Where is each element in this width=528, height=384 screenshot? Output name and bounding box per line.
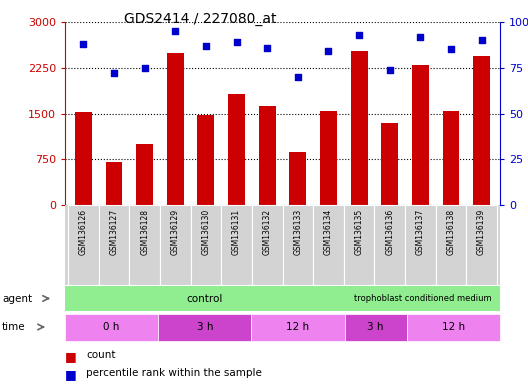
Point — [263, 45, 271, 51]
Point — [447, 46, 455, 53]
Bar — [466, 205, 497, 285]
Text: GDS2414 / 227080_at: GDS2414 / 227080_at — [125, 12, 277, 25]
Text: GSM136134: GSM136134 — [324, 209, 333, 255]
Point — [232, 39, 241, 45]
Point — [385, 66, 394, 73]
Text: 12 h: 12 h — [442, 322, 465, 332]
Text: GSM136135: GSM136135 — [355, 209, 364, 255]
Text: count: count — [86, 350, 116, 360]
Bar — [473, 56, 490, 205]
Text: trophoblast conditioned medium: trophoblast conditioned medium — [354, 294, 491, 303]
Point — [324, 48, 333, 55]
Bar — [68, 205, 99, 285]
Bar — [442, 111, 459, 205]
Text: control: control — [186, 293, 223, 303]
Bar — [167, 53, 184, 205]
Text: GSM136131: GSM136131 — [232, 209, 241, 255]
Bar — [160, 205, 191, 285]
Bar — [99, 205, 129, 285]
Text: GSM136130: GSM136130 — [201, 209, 211, 255]
Text: GSM136137: GSM136137 — [416, 209, 425, 255]
Text: 3 h: 3 h — [367, 322, 384, 332]
Point — [294, 74, 302, 80]
Text: agent: agent — [2, 293, 32, 303]
Point — [202, 43, 210, 49]
Bar — [252, 205, 282, 285]
Bar — [158, 313, 251, 341]
Bar — [221, 205, 252, 285]
Text: percentile rank within the sample: percentile rank within the sample — [86, 368, 262, 379]
Text: GSM136126: GSM136126 — [79, 209, 88, 255]
Text: GSM136138: GSM136138 — [447, 209, 456, 255]
Bar — [251, 313, 345, 341]
Text: GSM136129: GSM136129 — [171, 209, 180, 255]
Bar — [313, 205, 344, 285]
Bar — [129, 205, 160, 285]
Text: ■: ■ — [65, 350, 77, 363]
Bar — [344, 205, 374, 285]
Text: ■: ■ — [65, 368, 77, 381]
Bar — [106, 162, 122, 205]
Point — [416, 33, 425, 40]
Bar — [381, 123, 398, 205]
Point — [140, 65, 149, 71]
Bar — [345, 286, 500, 311]
Bar — [374, 205, 405, 285]
Text: GSM136139: GSM136139 — [477, 209, 486, 255]
Bar — [351, 51, 367, 205]
Point — [477, 37, 486, 43]
Text: GSM136128: GSM136128 — [140, 209, 149, 255]
Point — [355, 32, 363, 38]
Bar — [228, 94, 245, 205]
Bar — [259, 106, 276, 205]
Text: GSM136132: GSM136132 — [263, 209, 272, 255]
Point — [171, 28, 180, 34]
Bar — [407, 313, 500, 341]
Text: 0 h: 0 h — [103, 322, 120, 332]
Bar — [75, 112, 92, 205]
Bar — [65, 313, 158, 341]
Text: 12 h: 12 h — [287, 322, 309, 332]
Text: GSM136127: GSM136127 — [109, 209, 118, 255]
Bar — [136, 144, 153, 205]
Bar — [289, 152, 306, 205]
Bar — [436, 205, 466, 285]
Text: GSM136133: GSM136133 — [294, 209, 303, 255]
Bar — [405, 205, 436, 285]
Text: GSM136136: GSM136136 — [385, 209, 394, 255]
Text: 3 h: 3 h — [196, 322, 213, 332]
Bar — [412, 65, 429, 205]
Bar — [65, 286, 345, 311]
Bar — [282, 205, 313, 285]
Point — [79, 41, 88, 47]
Point — [110, 70, 118, 76]
Text: time: time — [2, 322, 26, 332]
Bar — [197, 115, 214, 205]
Bar — [345, 313, 407, 341]
Bar — [320, 111, 337, 205]
Bar — [191, 205, 221, 285]
